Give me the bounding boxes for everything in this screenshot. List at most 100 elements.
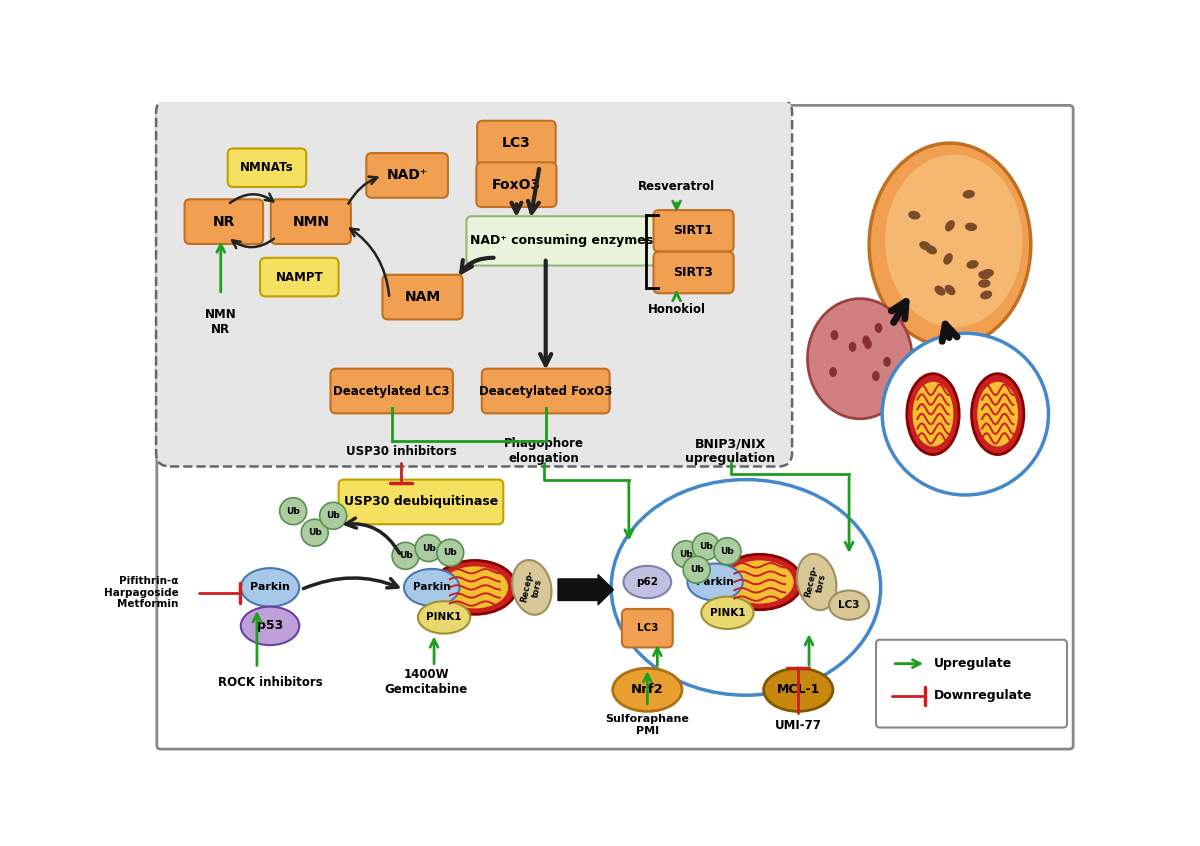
- FancyBboxPatch shape: [228, 149, 306, 187]
- FancyBboxPatch shape: [330, 369, 452, 414]
- Ellipse shape: [808, 299, 912, 419]
- Ellipse shape: [863, 336, 870, 345]
- Ellipse shape: [925, 245, 937, 255]
- Ellipse shape: [907, 374, 959, 454]
- Text: Upregulate: Upregulate: [934, 657, 1012, 670]
- Ellipse shape: [944, 220, 955, 232]
- Circle shape: [415, 535, 442, 562]
- Ellipse shape: [943, 253, 953, 265]
- Text: Resveratrol: Resveratrol: [638, 180, 715, 194]
- Ellipse shape: [972, 374, 1024, 454]
- Text: Ub: Ub: [287, 507, 300, 516]
- Circle shape: [319, 503, 347, 530]
- Text: NAD⁺ consuming enzymes: NAD⁺ consuming enzymes: [469, 234, 653, 247]
- Text: NMN
NR: NMN NR: [205, 308, 236, 336]
- Text: Honokiol: Honokiol: [648, 303, 706, 316]
- FancyBboxPatch shape: [467, 217, 656, 266]
- Text: NMNATs: NMNATs: [240, 162, 294, 174]
- Text: Ub: Ub: [690, 565, 703, 574]
- FancyBboxPatch shape: [366, 153, 448, 198]
- Ellipse shape: [869, 143, 1031, 346]
- FancyBboxPatch shape: [156, 98, 792, 466]
- FancyBboxPatch shape: [478, 121, 556, 166]
- Ellipse shape: [935, 286, 946, 296]
- Text: Ub: Ub: [308, 528, 322, 537]
- FancyBboxPatch shape: [383, 275, 462, 320]
- FancyBboxPatch shape: [157, 106, 1073, 749]
- Circle shape: [437, 539, 463, 566]
- Ellipse shape: [886, 155, 1022, 327]
- Text: Sulforaphane
PMI: Sulforaphane PMI: [606, 714, 689, 736]
- FancyBboxPatch shape: [622, 609, 673, 647]
- Text: NAM: NAM: [404, 290, 440, 304]
- Text: Downregulate: Downregulate: [934, 689, 1032, 702]
- FancyArrow shape: [558, 574, 613, 605]
- Ellipse shape: [912, 382, 954, 447]
- Ellipse shape: [875, 323, 882, 333]
- Ellipse shape: [829, 367, 836, 377]
- Text: LC3: LC3: [636, 624, 658, 633]
- Ellipse shape: [442, 566, 508, 608]
- Text: Recep-
tors: Recep- tors: [804, 564, 829, 600]
- Text: Parkin: Parkin: [413, 582, 450, 592]
- Text: PINK1: PINK1: [709, 607, 745, 618]
- Ellipse shape: [848, 342, 857, 352]
- Ellipse shape: [883, 357, 890, 367]
- Text: Pifithrin-α
Harpagoside
Metformin: Pifithrin-α Harpagoside Metformin: [103, 576, 179, 609]
- Ellipse shape: [763, 668, 833, 711]
- Circle shape: [301, 519, 328, 547]
- Ellipse shape: [977, 382, 1018, 447]
- Text: Nrf2: Nrf2: [631, 684, 664, 696]
- Text: Ub: Ub: [679, 550, 692, 558]
- Ellipse shape: [830, 330, 839, 340]
- FancyBboxPatch shape: [654, 251, 733, 294]
- Text: BNIP3/NIX
upregulation: BNIP3/NIX upregulation: [685, 437, 775, 465]
- Text: ROCK inhibitors: ROCK inhibitors: [217, 676, 323, 689]
- Text: Ub: Ub: [698, 542, 713, 551]
- FancyBboxPatch shape: [338, 480, 503, 525]
- FancyBboxPatch shape: [876, 640, 1067, 728]
- Text: UMI-77: UMI-77: [775, 719, 822, 732]
- Ellipse shape: [962, 190, 974, 199]
- Ellipse shape: [418, 602, 470, 634]
- Text: Ub: Ub: [421, 544, 436, 552]
- Text: Ub: Ub: [398, 552, 413, 560]
- Ellipse shape: [512, 560, 552, 615]
- Ellipse shape: [872, 371, 880, 381]
- Ellipse shape: [404, 569, 460, 606]
- Ellipse shape: [797, 554, 836, 610]
- Text: p53: p53: [257, 619, 283, 633]
- Text: NR: NR: [212, 215, 235, 228]
- Ellipse shape: [982, 269, 994, 277]
- Circle shape: [683, 556, 710, 583]
- Ellipse shape: [718, 554, 802, 610]
- Text: Parkin: Parkin: [696, 577, 734, 587]
- FancyBboxPatch shape: [185, 200, 263, 244]
- Ellipse shape: [701, 596, 754, 629]
- Ellipse shape: [241, 607, 299, 645]
- Ellipse shape: [965, 222, 977, 231]
- Text: USP30 inhibitors: USP30 inhibitors: [346, 445, 456, 458]
- Text: Ub: Ub: [720, 547, 734, 556]
- Text: Deacetylated FoxO3: Deacetylated FoxO3: [479, 385, 612, 398]
- FancyBboxPatch shape: [271, 200, 350, 244]
- Ellipse shape: [241, 569, 299, 607]
- Text: Ub: Ub: [443, 548, 457, 558]
- Ellipse shape: [919, 241, 931, 250]
- Ellipse shape: [688, 563, 743, 601]
- Ellipse shape: [966, 260, 979, 269]
- Text: NMN: NMN: [293, 215, 329, 228]
- Text: LC3: LC3: [839, 600, 860, 610]
- Ellipse shape: [908, 211, 920, 219]
- Text: p62: p62: [636, 577, 659, 587]
- Text: Parkin: Parkin: [250, 582, 290, 592]
- Ellipse shape: [864, 339, 872, 349]
- Ellipse shape: [726, 560, 793, 604]
- Ellipse shape: [978, 271, 990, 279]
- Circle shape: [672, 541, 700, 568]
- Text: Phagophore
elongation: Phagophore elongation: [504, 437, 584, 465]
- Ellipse shape: [882, 333, 1049, 495]
- Circle shape: [280, 497, 307, 525]
- Ellipse shape: [944, 285, 955, 295]
- Circle shape: [714, 538, 740, 564]
